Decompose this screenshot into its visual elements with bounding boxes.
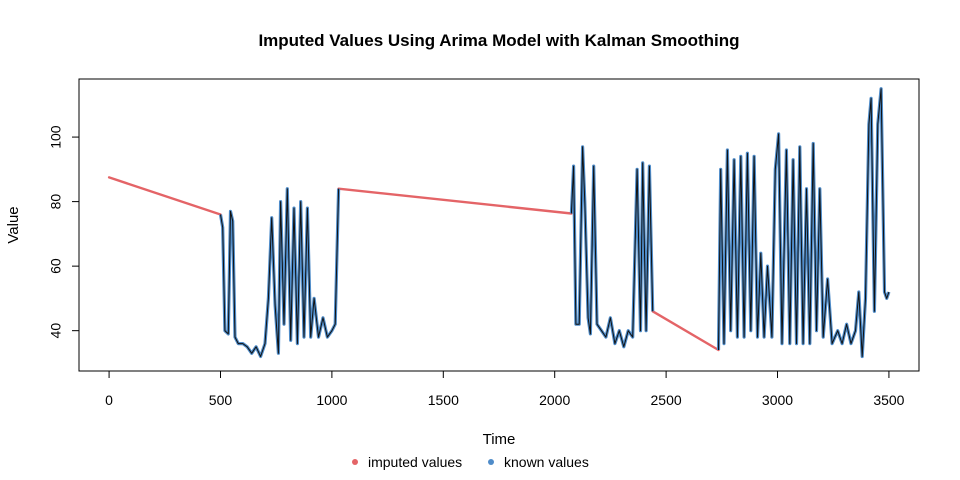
- series-imputed-values-line: [651, 310, 720, 352]
- plot-frame: [78, 78, 920, 372]
- plot-area: [107, 87, 891, 359]
- series-imputed-values-line: [337, 187, 573, 215]
- x-tick-label: 1500: [428, 392, 459, 408]
- x-tick-label: 2500: [651, 392, 682, 408]
- chart-title: Imputed Values Using Arima Model with Ka…: [258, 31, 739, 50]
- y-tick-label: 100: [48, 125, 64, 149]
- series-imputed-values-line: [107, 176, 222, 216]
- y-tick-label: 80: [48, 194, 64, 210]
- legend-label-known: known values: [504, 454, 589, 470]
- series-known-values-line: [718, 88, 890, 357]
- x-tick-label: 3500: [873, 392, 904, 408]
- series-known-values-line: [220, 188, 340, 357]
- legend: imputed values known values: [352, 454, 589, 470]
- y-tick-label: 40: [48, 323, 64, 339]
- series-known-values-line: [570, 146, 654, 348]
- x-axis: 0 500 1000 1500 2000 2500 3000 3500: [105, 371, 905, 408]
- legend-marker-imputed: [352, 459, 358, 465]
- x-tick-label: 0: [105, 392, 113, 408]
- x-axis-label: Time: [483, 431, 516, 448]
- x-tick-label: 1000: [316, 392, 347, 408]
- y-axis-label: Value: [5, 206, 22, 243]
- x-tick-label: 500: [209, 392, 233, 408]
- x-tick-label: 2000: [539, 392, 570, 408]
- y-tick-label: 60: [48, 258, 64, 274]
- y-axis: 40 60 80 100: [48, 125, 79, 338]
- x-tick-label: 3000: [762, 392, 793, 408]
- legend-label-imputed: imputed values: [368, 454, 462, 470]
- legend-marker-known: [488, 459, 494, 465]
